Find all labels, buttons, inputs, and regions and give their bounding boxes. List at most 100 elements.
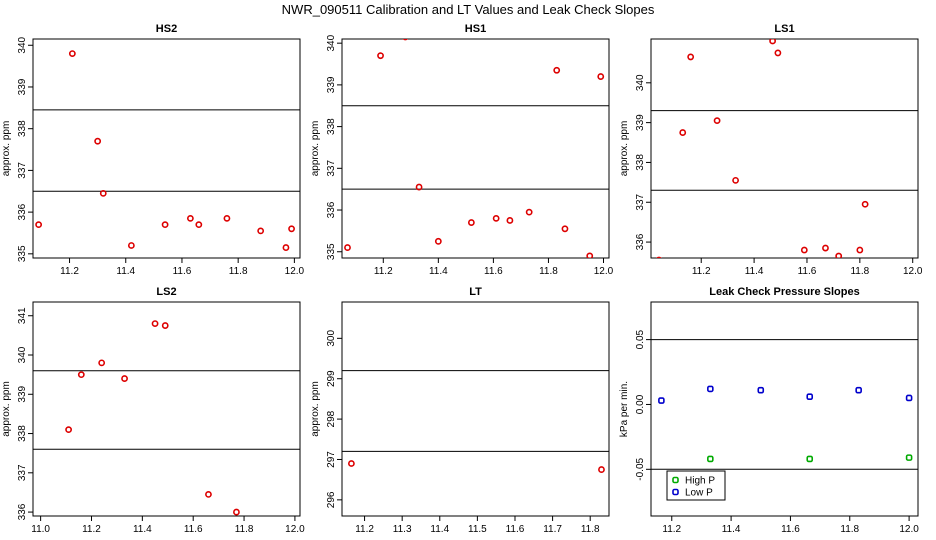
data-point <box>402 39 408 41</box>
y-tick-label: 336 <box>17 203 28 220</box>
plot-frame <box>32 38 301 259</box>
y-axis-label: approx. ppm <box>619 121 630 177</box>
data-point <box>806 455 814 463</box>
panel-4: LS2 11.0 11.2 11.4 11.6 11.8 12.0 336 337 338 339 3… <box>1 286 305 535</box>
plot-frame <box>341 38 610 259</box>
y-tick-label: 340 <box>326 34 337 51</box>
x-tick-label: 11.6 <box>484 266 503 277</box>
figure-title: NWR_090511 Calibration and LT Values and… <box>282 2 655 17</box>
data-point <box>377 52 384 60</box>
x-tick-label: 11.5 <box>468 524 487 535</box>
data-point <box>855 386 862 394</box>
panel-title: HS2 <box>156 23 177 35</box>
x-tick-label: 11.6 <box>506 524 525 535</box>
data-point <box>205 491 212 498</box>
data-point <box>553 66 561 74</box>
y-tick-label: 340 <box>17 36 28 53</box>
legend-label: High P <box>685 476 715 487</box>
data-point <box>679 129 687 136</box>
x-tick-label: 11.8 <box>850 266 869 277</box>
data-point <box>806 393 814 400</box>
y-tick-label: 0.05 <box>635 329 646 349</box>
y-axis-label: kPa per min. <box>619 381 630 437</box>
x-tick-label: 11.2 <box>82 524 101 535</box>
data-point <box>99 189 107 197</box>
y-tick-label: 297 <box>326 451 337 468</box>
x-tick-label: 11.4 <box>745 266 764 277</box>
y-tick-label: 338 <box>635 154 646 171</box>
series-values <box>656 39 869 258</box>
panel-1: HS2 11.2 11.4 11.6 11.8 12.0 335 336 337 338 339 34… <box>1 23 305 277</box>
data-point <box>415 183 423 191</box>
data-point <box>835 252 843 258</box>
y-tick-label: 336 <box>17 503 28 520</box>
x-tick-label: 11.4 <box>430 524 449 535</box>
plot-frame <box>650 38 919 259</box>
panel-title: HS1 <box>465 23 486 35</box>
data-point <box>707 455 714 463</box>
data-point <box>68 50 76 57</box>
data-point <box>861 200 869 208</box>
data-point <box>597 73 605 80</box>
y-axis-label: approx. ppm <box>310 381 321 437</box>
data-point <box>856 246 864 254</box>
x-tick-label: 11.6 <box>798 266 817 277</box>
x-tick-label: 11.6 <box>184 524 203 535</box>
y-axis-label: approx. ppm <box>1 381 12 437</box>
x-tick-label: 11.4 <box>133 524 152 535</box>
data-point <box>77 371 85 379</box>
legend-label: Low P <box>685 488 713 499</box>
data-point <box>492 214 500 222</box>
panel-6: Leak Check Pressure Slopes 11.2 11.4 11.6 11… <box>619 286 919 535</box>
data-point <box>195 221 203 229</box>
x-tick-label: 11.8 <box>581 524 600 535</box>
data-point <box>525 208 533 216</box>
y-tick-label: 339 <box>17 385 28 402</box>
y-tick-label: 339 <box>326 76 337 93</box>
series-values <box>35 50 295 251</box>
x-tick-label: 12.0 <box>285 266 305 277</box>
y-tick-label: 337 <box>635 193 646 210</box>
x-tick-label: 11.6 <box>781 524 800 535</box>
y-tick-label: 337 <box>326 160 337 177</box>
x-tick-label: 11.6 <box>173 266 192 277</box>
data-point <box>344 244 351 251</box>
x-tick-label: 11.2 <box>662 524 681 535</box>
data-point <box>774 49 782 57</box>
x-tick-label: 12.0 <box>903 266 923 277</box>
series-low-p <box>658 385 913 404</box>
data-point <box>288 225 295 233</box>
x-tick-label: 11.4 <box>116 266 135 277</box>
data-point <box>561 225 569 233</box>
panel-3: LS1 11.2 11.4 11.6 11.8 12.0 336 337 338 339 340 ap… <box>619 23 923 277</box>
x-tick-label: 11.4 <box>722 524 741 535</box>
data-point <box>223 214 231 222</box>
panel-title: LS1 <box>774 23 794 35</box>
y-tick-label: 340 <box>17 346 28 363</box>
data-point <box>282 244 290 251</box>
x-tick-label: 11.2 <box>692 266 711 277</box>
x-tick-label: 11.4 <box>429 266 448 277</box>
y-tick-label: 336 <box>635 233 646 250</box>
data-point <box>506 217 514 224</box>
x-tick-label: 11.8 <box>235 524 254 535</box>
series-values <box>344 39 605 258</box>
x-tick-label: 12.0 <box>899 524 919 535</box>
data-point <box>186 214 194 222</box>
data-point <box>800 246 808 254</box>
y-tick-label: 337 <box>17 162 28 179</box>
x-tick-label: 11.3 <box>393 524 412 535</box>
panel-5: LT 11.2 11.3 11.4 11.5 11.6 11.7 11.8 296 297 298 2… <box>310 286 610 535</box>
data-point <box>905 454 913 461</box>
chart-panels: HS2 11.2 11.4 11.6 11.8 12.0 335 336 337 338 339 34… <box>1 23 923 535</box>
series-values <box>348 460 605 473</box>
data-point <box>905 394 913 402</box>
data-point <box>348 460 355 467</box>
x-tick-label: 11.2 <box>374 266 393 277</box>
data-point <box>98 359 106 367</box>
data-point <box>434 237 442 245</box>
y-tick-label: 337 <box>17 464 28 481</box>
x-tick-label: 12.0 <box>285 524 305 535</box>
